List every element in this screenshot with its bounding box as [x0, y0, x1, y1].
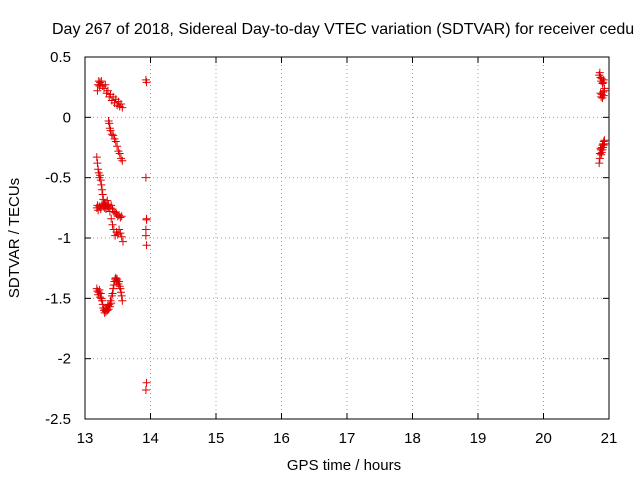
x-tick-label: 13: [77, 430, 94, 447]
series-sat-a: [93, 77, 127, 112]
data-point: [93, 201, 102, 210]
data-point: [106, 126, 115, 135]
data-point: [597, 74, 606, 83]
x-tick-labels: 13 14 15 16 17 18 19 20 21: [77, 430, 618, 447]
data-point: [599, 91, 608, 100]
series-sat-g: [595, 68, 609, 103]
data-point: [595, 68, 604, 77]
data-point: [599, 75, 608, 84]
data-point: [598, 79, 607, 88]
data-point: [97, 77, 106, 86]
data-point: [117, 232, 126, 241]
data-point: [599, 87, 608, 96]
y-tick-label: -2: [58, 351, 71, 368]
y-tick-label: 0: [63, 109, 71, 126]
data-point: [98, 296, 107, 305]
x-axis-label: GPS time / hours: [287, 457, 401, 474]
data-point: [117, 100, 126, 109]
data-point: [96, 289, 105, 298]
grid-lines: [85, 57, 609, 419]
data-point: [118, 237, 127, 246]
series-sat-h: [595, 136, 609, 168]
data-point: [109, 281, 118, 290]
data-point: [103, 196, 112, 205]
data-point: [96, 293, 105, 302]
axis-ticks: [84, 56, 610, 420]
x-tick-label: 15: [208, 430, 225, 447]
y-tick-labels: 0.5 0 -0.5 -1 -1.5 -2 -2.5: [45, 49, 71, 428]
x-tick-label: 14: [142, 430, 159, 447]
data-point: [115, 225, 124, 234]
data-point: [141, 173, 150, 182]
y-tick-label: 0.5: [50, 49, 71, 66]
x-tick-label: 18: [404, 430, 421, 447]
data-point: [116, 229, 125, 238]
y-tick-label: -1.5: [45, 290, 71, 307]
data-point: [142, 215, 151, 224]
data-point: [142, 241, 151, 250]
data-point: [94, 165, 103, 174]
data-point: [108, 289, 117, 298]
x-tick-label: 17: [339, 430, 356, 447]
data-point: [107, 130, 116, 139]
data-point: [111, 137, 120, 146]
data-point: [108, 220, 117, 229]
x-tick-label: 21: [601, 430, 618, 447]
data-point: [118, 103, 127, 112]
data-point: [99, 195, 108, 204]
data-point: [141, 386, 150, 395]
chart-title: Day 267 of 2018, Sidereal Day-to-day VTE…: [52, 21, 634, 38]
x-tick-label: 20: [535, 430, 552, 447]
data-point: [109, 131, 118, 140]
data-point: [118, 296, 127, 305]
data-point: [595, 159, 604, 168]
y-tick-label: -1: [58, 230, 71, 247]
y-axis-label: SDTVAR / TECUs: [6, 178, 23, 298]
data-point: [96, 171, 105, 180]
data-point: [113, 142, 122, 151]
data-point: [117, 212, 126, 221]
data-point: [93, 86, 102, 95]
data-point: [117, 291, 126, 300]
data-point: [109, 284, 118, 293]
series-sat-b: [104, 116, 127, 165]
y-tick-label: -2.5: [45, 411, 71, 428]
data-point: [98, 190, 107, 199]
x-tick-label: 16: [273, 430, 290, 447]
data-point: [98, 185, 107, 194]
data-point: [107, 214, 116, 223]
data-point: [141, 231, 150, 240]
data-point: [105, 302, 114, 311]
data-point: [96, 176, 105, 185]
series-sat-f: [141, 75, 151, 395]
data-point: [105, 207, 114, 216]
series-sat-d: [92, 196, 127, 246]
data-point: [95, 285, 104, 294]
x-tick-label: 19: [470, 430, 487, 447]
data-point: [92, 153, 101, 162]
data-point: [600, 84, 609, 93]
data-point: [105, 119, 114, 128]
data-point: [97, 180, 106, 189]
data-point: [104, 203, 113, 212]
data-point: [116, 213, 125, 222]
data-point: [117, 288, 126, 297]
data-point: [93, 159, 102, 168]
series-sat-e: [92, 273, 127, 317]
data-point: [118, 156, 127, 165]
data-point: [116, 284, 125, 293]
data-point: [107, 299, 116, 308]
data-point: [142, 78, 151, 87]
data-point: [600, 139, 609, 148]
data-point: [115, 149, 124, 158]
y-tick-label: -0.5: [45, 170, 71, 187]
data-point: [142, 378, 151, 387]
data-point: [599, 141, 608, 150]
data-point: [101, 80, 110, 89]
data-point: [115, 277, 124, 286]
data-points: [92, 68, 609, 395]
